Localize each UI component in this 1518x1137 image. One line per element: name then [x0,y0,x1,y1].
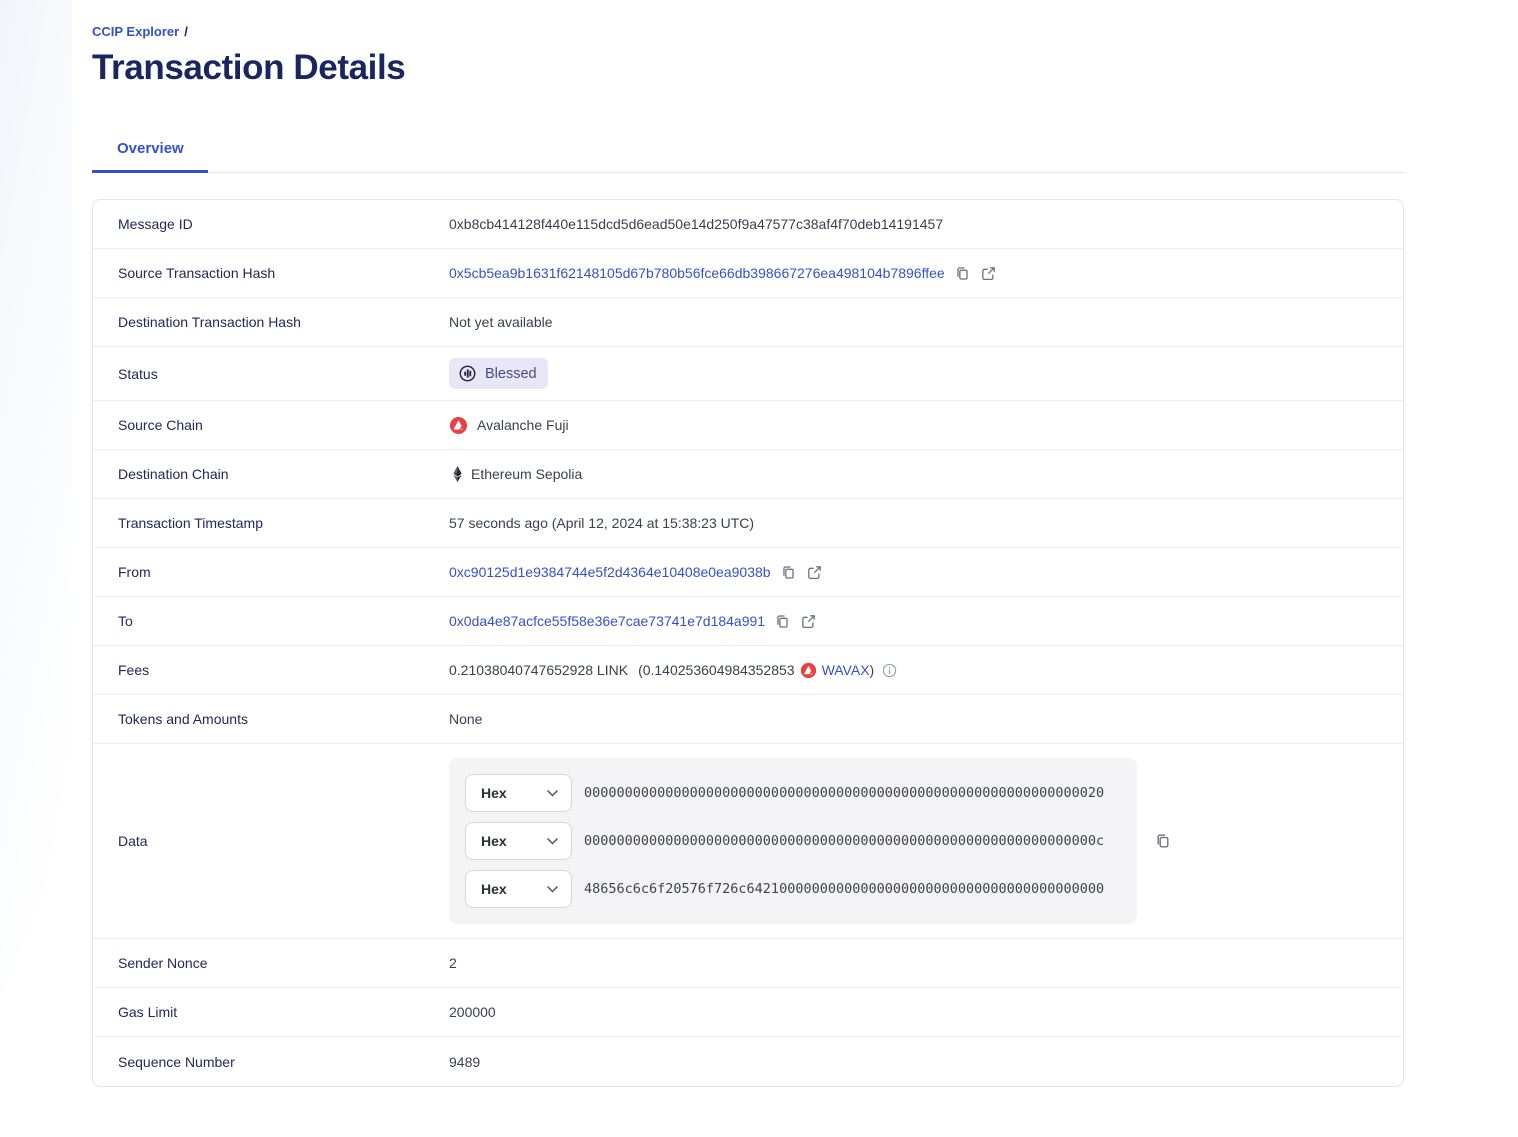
timestamp-value: 57 seconds ago (April 12, 2024 at 15:38:… [449,515,755,531]
breadcrumb: CCIP Explorer / [92,24,1404,39]
external-link-icon[interactable] [800,613,817,630]
table-row-dest-tx-hash: Destination Transaction Hash Not yet ava… [93,298,1403,347]
copy-icon[interactable] [954,265,971,282]
transaction-details-table: Message ID 0xb8cb414128f440e115dcd5d6ead… [92,199,1404,1087]
row-label: Destination Transaction Hash [118,314,301,330]
data-hex-line: Hex 000000000000000000000000000000000000… [465,774,1121,812]
source-tx-hash-link[interactable]: 0x5cb5ea9b1631f62148105d67b780b56fce66db… [449,265,945,281]
row-label: Sequence Number [118,1053,235,1070]
chevron-down-icon [547,789,558,797]
data-hex-line: Hex 000000000000000000000000000000000000… [465,822,1121,860]
row-label: Status [118,365,158,382]
gas-limit-value: 200000 [449,1004,496,1020]
page-title: Transaction Details [92,48,406,87]
table-row-sender-nonce: Sender Nonce 2 [93,939,1403,988]
row-label: To [118,613,133,629]
sender-nonce-value: 2 [449,955,457,971]
hex-format-select[interactable]: Hex [465,870,572,908]
row-label: Fees [118,662,150,678]
external-link-icon[interactable] [980,265,997,282]
dest-tx-hash-value: Not yet available [449,314,553,330]
table-row-dest-chain: Destination Chain Ethereum Sepolia [93,450,1403,499]
breadcrumb-ccip-explorer-link[interactable]: CCIP Explorer [92,24,180,39]
fees-close-paren: ) [869,662,875,678]
avalanche-logo-icon [449,416,468,435]
table-row-gas-limit: Gas Limit 200000 [93,988,1403,1037]
hex-format-label: Hex [481,881,507,897]
avalanche-logo-icon [800,662,817,679]
fees-native-amount: (0.140253604984352853 [638,662,795,678]
page-content: CCIP Explorer / Transaction Details Overv… [92,0,1404,1087]
table-row-from: From 0xc90125d1e9384744e5f2d4364e10408e0… [93,548,1403,597]
left-edge-gradient-decoration [0,0,72,1000]
data-hex-box: Hex 000000000000000000000000000000000000… [449,758,1137,924]
row-label: Source Transaction Hash [118,265,276,281]
chevron-down-icon [547,837,558,845]
source-chain-name: Avalanche Fuji [477,417,569,433]
copy-icon[interactable] [780,564,797,581]
data-hex-value: 0000000000000000000000000000000000000000… [584,785,1105,801]
row-label: Destination Chain [118,466,229,482]
status-badge: Blessed [449,358,548,389]
row-label: Data [118,833,148,849]
data-hex-value: 0000000000000000000000000000000000000000… [584,833,1105,849]
fees-token-link[interactable]: WAVAX [821,662,870,678]
tab-overview[interactable]: Overview [92,130,208,173]
signal-bars-circle-icon [458,364,477,383]
status-badge-label: Blessed [485,365,537,382]
chevron-down-icon [547,885,558,893]
row-label: Transaction Timestamp [118,515,263,531]
tab-bar: Overview [92,130,1404,173]
table-row-source-tx-hash: Source Transaction Hash 0x5cb5ea9b1631f6… [93,249,1403,298]
from-address-link[interactable]: 0xc90125d1e9384744e5f2d4364e10408e0ea903… [449,564,771,580]
breadcrumb-separator: / [184,24,188,39]
row-label: Message ID [118,216,193,232]
row-label: Sender Nonce [118,955,208,971]
hex-format-label: Hex [481,785,507,801]
row-label: Gas Limit [118,1004,178,1020]
table-row-source-chain: Source Chain Avalanche Fuji [93,401,1403,450]
row-label: From [118,564,151,580]
table-row-message-id: Message ID 0xb8cb414128f440e115dcd5d6ead… [93,200,1403,249]
to-address-link[interactable]: 0x0da4e87acfce55f58e36e7cae73741e7d184a9… [449,613,766,629]
copy-icon[interactable] [774,613,791,630]
table-row-status: Status Blessed [93,347,1403,401]
dest-chain-name: Ethereum Sepolia [471,466,583,482]
data-hex-line: Hex 48656c6c6f20576f726c6421000000000000… [465,870,1121,908]
hex-format-label: Hex [481,833,507,849]
sequence-number-value: 9489 [449,1053,481,1070]
external-link-icon[interactable] [806,564,823,581]
tokens-value: None [449,711,483,727]
table-row-to: To 0x0da4e87acfce55f58e36e7cae73741e7d18… [93,597,1403,646]
row-label: Source Chain [118,417,203,433]
table-row-timestamp: Transaction Timestamp 57 seconds ago (Ap… [93,499,1403,548]
copy-icon[interactable] [1154,832,1172,850]
table-row-fees: Fees 0.21038040747652928 LINK (0.1402536… [93,646,1403,695]
hex-format-select[interactable]: Hex [465,774,572,812]
table-row-data: Data Hex 0000000000000000000000000000000… [93,744,1403,939]
fees-link-amount: 0.21038040747652928 LINK [449,662,629,678]
hex-format-select[interactable]: Hex [465,822,572,860]
data-hex-value: 48656c6c6f20576f726c64210000000000000000… [584,881,1105,897]
row-label: Tokens and Amounts [118,711,248,727]
message-id-value: 0xb8cb414128f440e115dcd5d6ead50e14d250f9… [449,216,944,232]
table-row-tokens: Tokens and Amounts None [93,695,1403,744]
ethereum-logo-icon [451,465,464,483]
table-row-sequence-number: Sequence Number 9489 [93,1037,1403,1086]
info-icon[interactable] [882,663,897,678]
